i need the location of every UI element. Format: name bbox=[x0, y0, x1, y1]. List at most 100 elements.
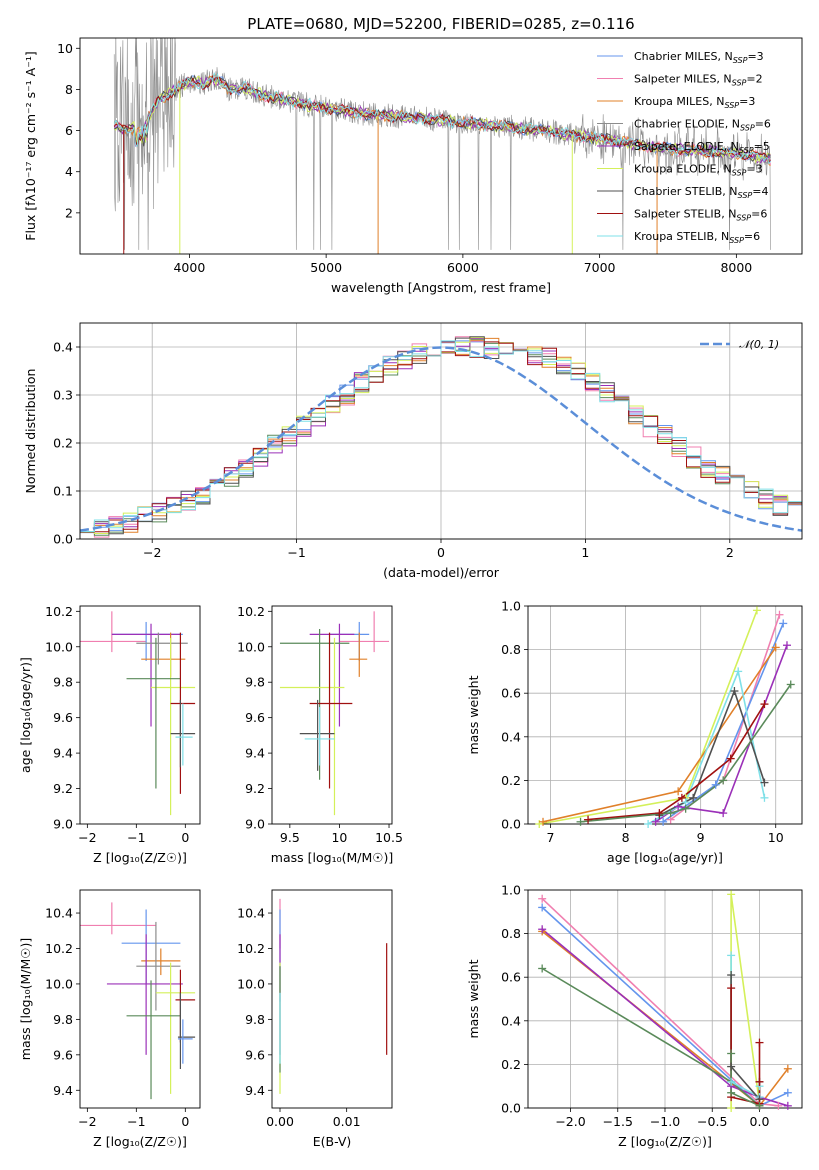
errorbar-point bbox=[299, 699, 335, 771]
x-tick-label: 8000 bbox=[720, 260, 752, 275]
legend-label: Chabrier ELODIE, NSSP=6 bbox=[634, 118, 771, 133]
spectrum-model-8 bbox=[113, 71, 771, 165]
y-tick-label: 9.0 bbox=[53, 817, 73, 832]
weight-marker bbox=[538, 925, 547, 934]
figure-title: PLATE=0680, MJD=52200, FIBERID=0285, z=0… bbox=[247, 15, 634, 33]
axes-age_vs_Z: −2 −1 0 9.0 9.2 9.4 9.6 9.8 10.0 10.2 Z [log₁₀(Z/Z… bbox=[18, 604, 201, 865]
weight-line-3 bbox=[541, 928, 789, 1107]
x-tick-label: 0 bbox=[181, 830, 189, 845]
x-tick-label: 8 bbox=[622, 830, 630, 845]
y-tick-label: 10.0 bbox=[45, 976, 73, 991]
legend-label: Chabrier MILES, NSSP=3 bbox=[634, 50, 764, 65]
x-tick-label: 0.01 bbox=[333, 1114, 361, 1129]
x-tick-label: 5000 bbox=[310, 260, 342, 275]
axes-frame bbox=[79, 322, 803, 540]
weight-marker bbox=[727, 1062, 736, 1071]
plot-area-mass_vs_Z bbox=[80, 902, 196, 1100]
weight-marker bbox=[782, 641, 791, 650]
weight-marker bbox=[538, 894, 547, 903]
y-tick-label: 9.8 bbox=[245, 1012, 265, 1027]
weight-marker bbox=[726, 754, 735, 763]
y-tick-label: 9.8 bbox=[245, 675, 265, 690]
spectrum-model-4 bbox=[113, 76, 771, 164]
y-tick-label: 8 bbox=[65, 82, 73, 97]
weight-marker bbox=[760, 778, 769, 787]
axes-frame bbox=[527, 605, 803, 825]
weight-marker bbox=[576, 817, 585, 826]
errorbar-point bbox=[177, 1019, 193, 1064]
y-tick-label: 0.4 bbox=[53, 340, 73, 355]
y-tick-label: 10.2 bbox=[45, 604, 73, 619]
axes-spectrum: 4000 5000 6000 7000 8000 2 4 6 8 10 wavelength [An… bbox=[23, 37, 803, 295]
plot-area-age_vs_Z bbox=[80, 611, 196, 816]
y-tick-label: 10.0 bbox=[45, 639, 73, 654]
weight-marker bbox=[783, 1064, 792, 1073]
x-tick-label: −1.5 bbox=[603, 1114, 633, 1129]
x-axis-label: E(B-V) bbox=[313, 1134, 352, 1149]
x-tick-label: −1 bbox=[287, 545, 305, 560]
y-tick-label: 9.4 bbox=[245, 1083, 265, 1098]
y-tick-label: 10.2 bbox=[45, 941, 73, 956]
plot-area-residuals bbox=[80, 336, 802, 538]
legend-label: Kroupa ELODIE, NSSP=3 bbox=[634, 163, 763, 178]
weight-marker bbox=[771, 643, 780, 652]
x-tick-label: 10 bbox=[768, 830, 784, 845]
y-axis-label: mass weight bbox=[466, 675, 481, 754]
y-axis-label: Normed distribution bbox=[23, 369, 38, 494]
x-axis-label: Z [log₁₀(Z/Z☉)] bbox=[93, 1134, 187, 1149]
errorbar-point bbox=[80, 902, 156, 935]
y-tick-label: 10.0 bbox=[237, 639, 265, 654]
legend-label: Kroupa MILES, NSSP=3 bbox=[634, 95, 755, 110]
errorbar-point bbox=[126, 637, 181, 789]
y-axis-label: mass [log₁₀(M/M☉)] bbox=[18, 938, 33, 1060]
weight-marker bbox=[677, 793, 686, 802]
x-tick-label: −1 bbox=[127, 1114, 145, 1129]
gaussian-curve bbox=[80, 346, 802, 532]
weight-marker bbox=[727, 1077, 736, 1086]
weight-marker bbox=[584, 815, 593, 824]
legend-label: Kroupa STELIB, NSSP=6 bbox=[634, 230, 760, 245]
weight-marker bbox=[730, 687, 739, 696]
weight-marker bbox=[783, 1101, 792, 1110]
weight-marker bbox=[755, 1038, 764, 1047]
weight-marker bbox=[719, 776, 728, 785]
x-tick-label: 0 bbox=[181, 1114, 189, 1129]
axes-frame bbox=[527, 889, 803, 1109]
y-tick-label: 9.2 bbox=[53, 781, 73, 796]
legend-label: Salpeter ELODIE, NSSP=5 bbox=[634, 140, 770, 155]
weight-marker bbox=[674, 787, 683, 796]
y-tick-label: 0.6 bbox=[501, 970, 521, 985]
y-tick-label: 0.1 bbox=[53, 484, 73, 499]
x-axis-label: age [log₁₀(age/yr)] bbox=[607, 850, 723, 865]
axes-mass_vs_ebv: 0.00 0.01 9.4 9.6 9.8 10.0 10.2 10.4 E(B-V) bbox=[237, 889, 393, 1149]
y-tick-label: 0.0 bbox=[501, 1101, 521, 1116]
y-tick-label: 9.4 bbox=[53, 1083, 73, 1098]
axes-age_vs_mass: 9.5 10 10.5 9.0 9.2 9.4 9.6 9.8 10.0 10.2 mass [lo… bbox=[237, 604, 403, 865]
x-tick-label: 10.5 bbox=[375, 830, 403, 845]
x-tick-label: −2.0 bbox=[555, 1114, 585, 1129]
y-tick-label: 10 bbox=[57, 41, 73, 56]
y-tick-label: 9.6 bbox=[53, 1047, 73, 1062]
weight-marker bbox=[644, 820, 653, 828]
plot-area-mass_vs_ebv bbox=[279, 898, 388, 1094]
x-tick-label: 9 bbox=[697, 830, 705, 845]
y-tick-label: 9.4 bbox=[245, 746, 265, 761]
legend-label: Salpeter STELIB, NSSP=6 bbox=[634, 208, 767, 223]
weight-marker bbox=[655, 809, 664, 818]
errorbar-point bbox=[175, 703, 193, 766]
y-tick-label: 0.3 bbox=[53, 388, 73, 403]
x-tick-label: 6000 bbox=[447, 260, 479, 275]
y-tick-label: 6 bbox=[65, 123, 73, 138]
errorbar-point bbox=[279, 637, 345, 816]
legend-label: Chabrier STELIB, NSSP=4 bbox=[634, 185, 768, 200]
axes-frame bbox=[271, 889, 393, 1109]
x-tick-label: 7 bbox=[547, 830, 555, 845]
errorbar-point bbox=[155, 962, 196, 1094]
y-tick-label: 4 bbox=[65, 164, 73, 179]
weight-marker bbox=[734, 667, 743, 676]
weight-marker bbox=[711, 780, 720, 789]
errorbar-point bbox=[177, 992, 196, 1070]
errorbar-point bbox=[80, 611, 147, 653]
y-axis-label: mass weight bbox=[466, 959, 481, 1038]
